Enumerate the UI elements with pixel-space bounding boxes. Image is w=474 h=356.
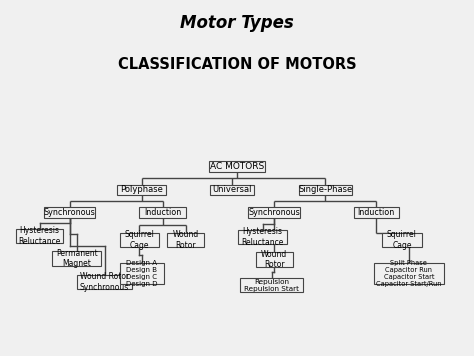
Text: Squirrel
Cage: Squirrel Cage <box>125 230 155 250</box>
FancyBboxPatch shape <box>354 207 399 218</box>
FancyBboxPatch shape <box>240 278 303 292</box>
FancyBboxPatch shape <box>120 233 159 247</box>
Text: Repulsion
Repulsion Start: Repulsion Repulsion Start <box>244 279 300 292</box>
FancyBboxPatch shape <box>52 251 101 266</box>
FancyBboxPatch shape <box>255 252 293 267</box>
Text: Induction: Induction <box>144 208 181 217</box>
Text: Single-Phase: Single-Phase <box>298 185 352 194</box>
Text: Design A
Design B
Design C
Design D: Design A Design B Design C Design D <box>126 260 157 287</box>
FancyBboxPatch shape <box>44 207 95 218</box>
FancyBboxPatch shape <box>299 185 352 195</box>
FancyBboxPatch shape <box>167 233 204 247</box>
Text: Universal: Universal <box>213 185 252 194</box>
FancyBboxPatch shape <box>248 207 300 218</box>
Text: Split Phase
Capacitor Run
Capacitor Start
Capacitor Start/Run: Split Phase Capacitor Run Capacitor Star… <box>376 260 442 287</box>
Text: Polyphase: Polyphase <box>120 185 163 194</box>
FancyBboxPatch shape <box>209 161 265 172</box>
FancyBboxPatch shape <box>118 185 166 195</box>
FancyBboxPatch shape <box>120 263 164 284</box>
FancyBboxPatch shape <box>382 233 422 247</box>
Text: Synchronous: Synchronous <box>248 208 300 217</box>
Text: Induction: Induction <box>358 208 395 217</box>
Text: CLASSIFICATION OF MOTORS: CLASSIFICATION OF MOTORS <box>118 57 356 72</box>
Text: Wound
Rotor: Wound Rotor <box>173 230 199 250</box>
Text: Synchronous: Synchronous <box>44 208 96 217</box>
FancyBboxPatch shape <box>238 230 287 244</box>
Text: Wound Rotor
Synchronous: Wound Rotor Synchronous <box>80 272 129 292</box>
Text: AC MOTORS: AC MOTORS <box>210 162 264 171</box>
FancyBboxPatch shape <box>77 274 132 289</box>
Text: Wound
Rotor: Wound Rotor <box>261 250 287 269</box>
Text: Permanent
Magnet: Permanent Magnet <box>56 248 98 268</box>
Text: Motor Types: Motor Types <box>180 14 294 32</box>
Text: Squirrel
Cage: Squirrel Cage <box>387 230 417 250</box>
Text: Hysteresis
Reluctance: Hysteresis Reluctance <box>18 226 61 246</box>
Text: Hysteresis
Reluctance: Hysteresis Reluctance <box>241 227 284 247</box>
FancyBboxPatch shape <box>210 185 255 195</box>
FancyBboxPatch shape <box>16 229 63 243</box>
FancyBboxPatch shape <box>139 207 186 218</box>
FancyBboxPatch shape <box>374 263 444 284</box>
